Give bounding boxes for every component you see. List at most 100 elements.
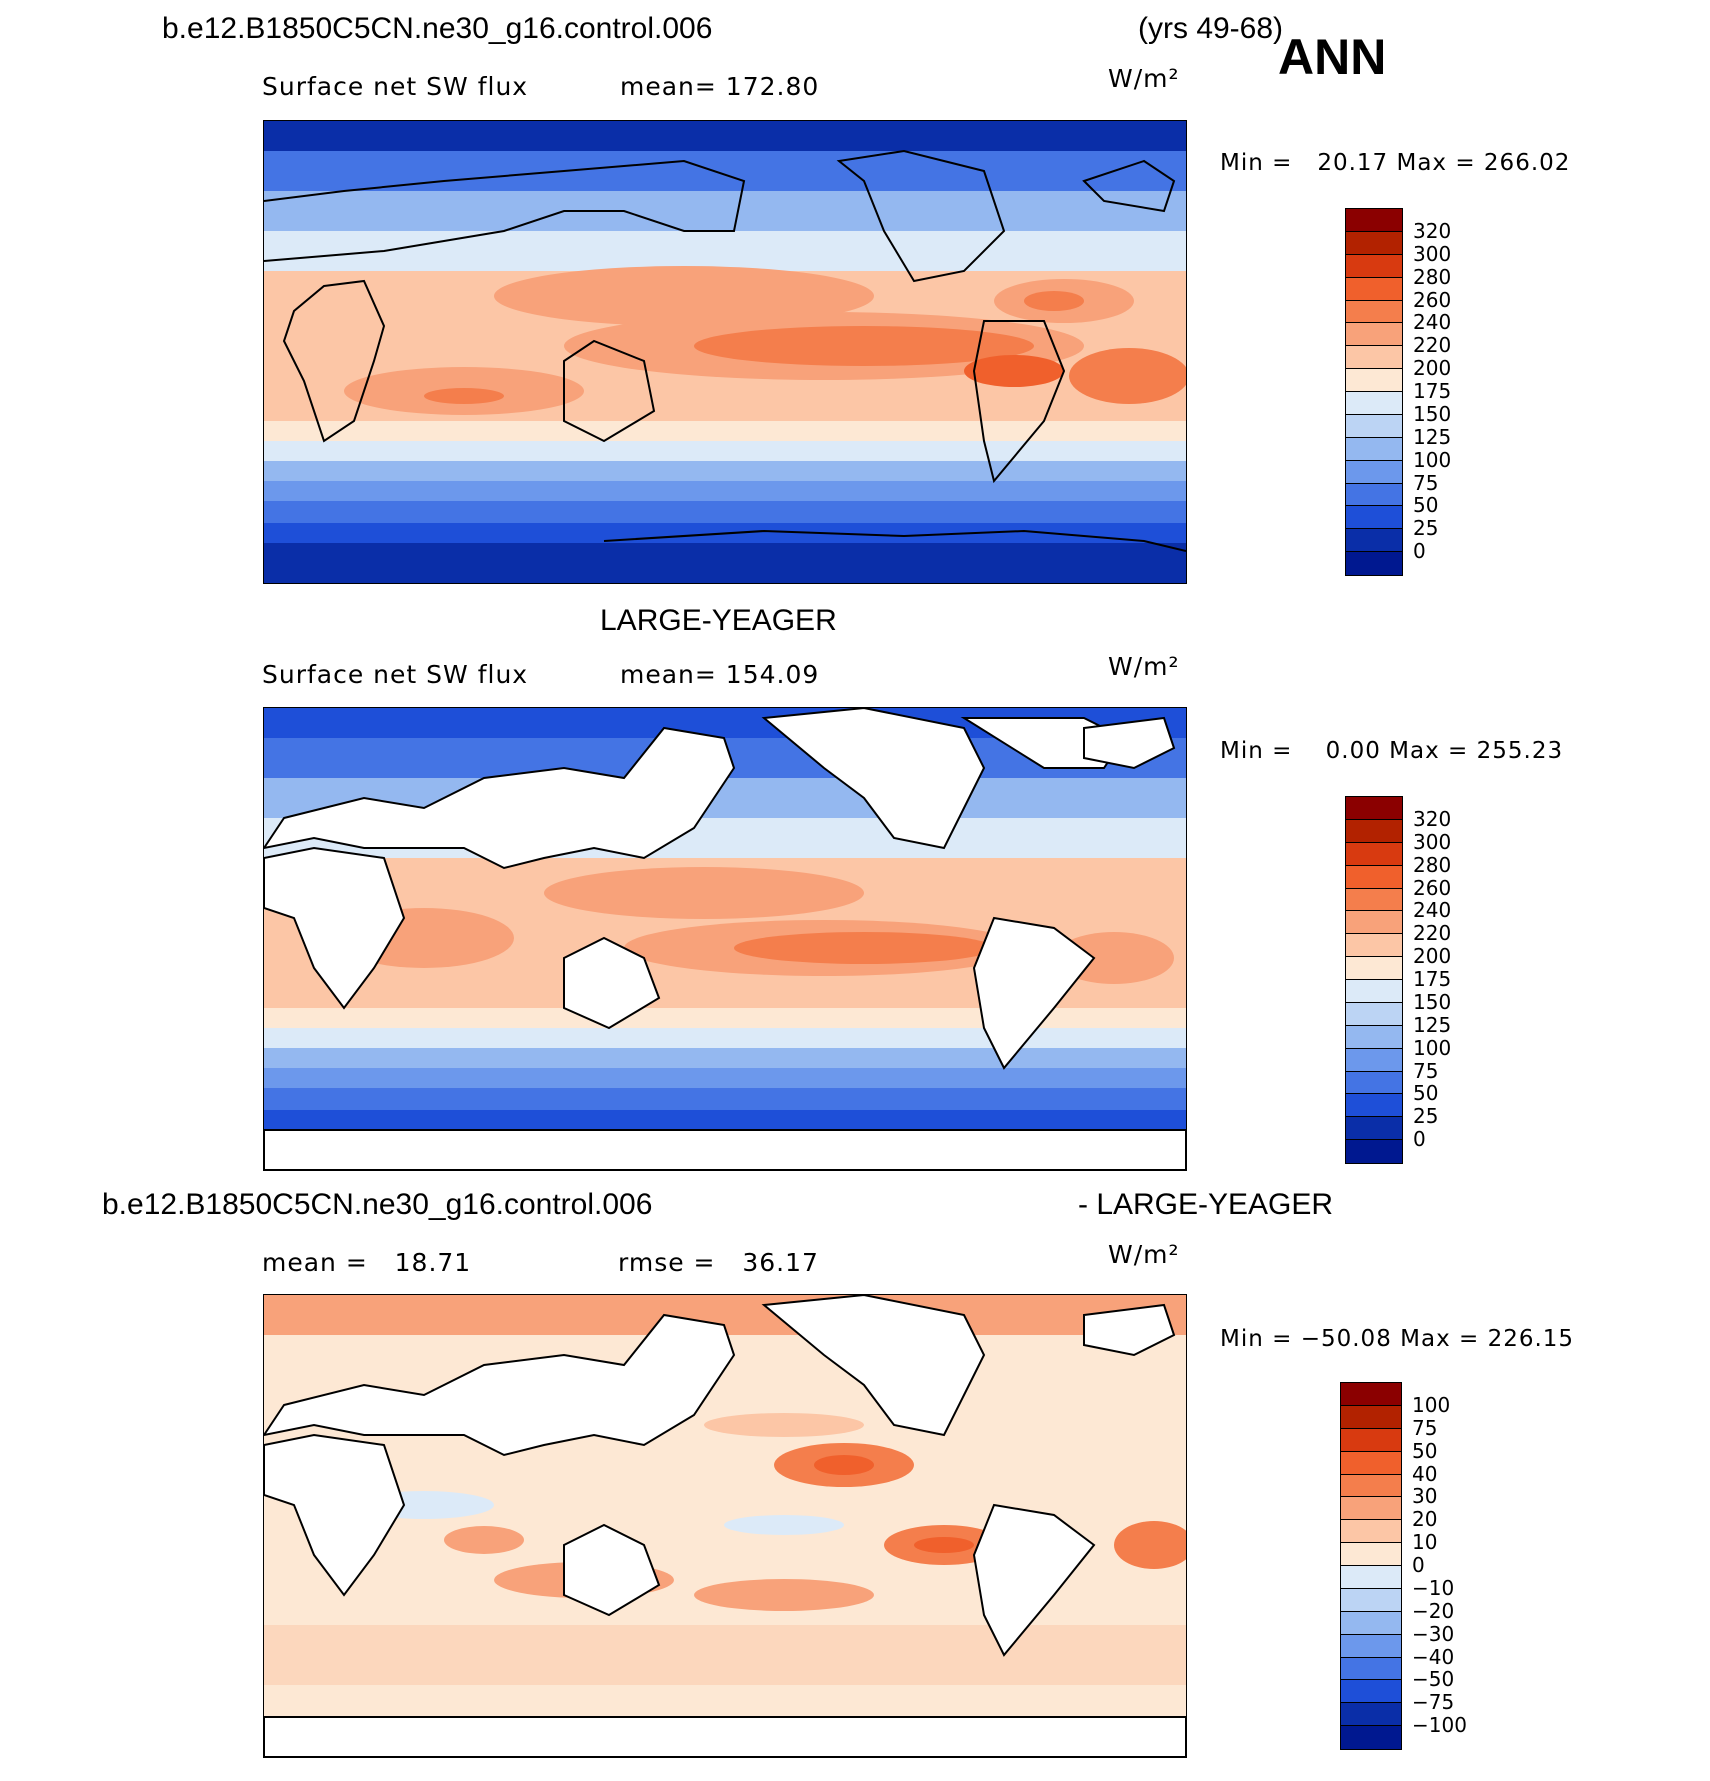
panel2-mean: mean= 154.09: [620, 660, 820, 689]
colorbar-label: 50: [1413, 1081, 1439, 1106]
map-obs-svg: [264, 708, 1186, 1170]
colorbar-label: 0: [1413, 539, 1426, 564]
colorbar-label: 260: [1413, 287, 1452, 312]
map-panel-model: [263, 120, 1187, 584]
colorbar-label: 75: [1413, 1058, 1439, 1083]
colorbar-segment: [1346, 1048, 1402, 1072]
colorbar-segment: [1346, 1002, 1402, 1026]
colorbar-label: 300: [1413, 829, 1452, 854]
panel2-units: W/m²: [1108, 652, 1180, 681]
colorbar-label: −30: [1412, 1621, 1455, 1646]
colorbar-segment: [1341, 1543, 1401, 1566]
panel1-field-label: Surface net SW flux: [262, 72, 529, 101]
colorbar-segment: [1341, 1588, 1401, 1612]
colorbar-obs-box: [1345, 796, 1403, 1164]
colorbar-label: 280: [1413, 852, 1452, 877]
colorbar-segment: [1341, 1726, 1401, 1749]
colorbar-segment: [1341, 1634, 1401, 1658]
panel3-units: W/m²: [1108, 1240, 1180, 1269]
years-label: (yrs 49-68): [1138, 12, 1284, 45]
colorbar-label: 280: [1413, 264, 1452, 289]
colorbar-segment: [1341, 1428, 1401, 1452]
colorbar-label: 175: [1413, 967, 1452, 991]
panel3-mean: mean = 18.71: [262, 1248, 472, 1277]
colorbar-label: 150: [1413, 401, 1452, 426]
colorbar-diff-box: [1340, 1382, 1402, 1750]
colorbar-diff: 100 75 50 40 30 20 10 0 −10 −20 −30 −40 −50 −75 −100: [1340, 1382, 1467, 1750]
colorbar-label: 50: [1412, 1438, 1438, 1463]
colorbar-obs: 320 300 280 260 240 220 200 175 150 125 100 75 50 25 0: [1345, 796, 1451, 1164]
colorbar-label: −40: [1412, 1644, 1455, 1669]
colorbar-segment: [1346, 1094, 1402, 1118]
panel3-minmax: Min = −50.08 Max = 226.15: [1220, 1326, 1575, 1352]
colorbar-segment: [1341, 1566, 1401, 1589]
colorbar-segment: [1346, 819, 1402, 843]
colorbar-segment: [1341, 1383, 1401, 1406]
colorbar-segment: [1346, 865, 1402, 889]
colorbar-segment: [1341, 1611, 1401, 1635]
map-panel-obs: [263, 707, 1187, 1171]
colorbar-segment: [1346, 414, 1402, 438]
colorbar-label: 100: [1413, 1035, 1452, 1060]
panel3-title-right: - LARGE-YEAGER: [1078, 1188, 1334, 1221]
colorbar-label: 30: [1412, 1484, 1438, 1509]
panel3-title-left: b.e12.B1850C5CN.ne30_g16.control.006: [102, 1188, 653, 1221]
colorbar-segment: [1346, 529, 1402, 553]
colorbar-label: 20: [1412, 1507, 1438, 1532]
colorbar-segment: [1346, 300, 1402, 324]
colorbar-label: 260: [1413, 875, 1452, 900]
colorbar-label: 220: [1413, 333, 1452, 358]
colorbar-label: 100: [1413, 447, 1452, 472]
colorbar-label: 25: [1413, 1104, 1439, 1129]
colorbar-segment: [1346, 842, 1402, 866]
colorbar-label: 320: [1413, 806, 1452, 831]
colorbar-segment: [1346, 1140, 1402, 1163]
colorbar-label: 150: [1413, 989, 1452, 1014]
colorbar-segment: [1346, 369, 1402, 392]
colorbar-label: 200: [1413, 356, 1452, 381]
colorbar-segment: [1346, 888, 1402, 912]
map-panel-diff: [263, 1294, 1187, 1758]
colorbar-label: 320: [1413, 218, 1452, 243]
panel3-rmse: rmse = 36.17: [618, 1248, 819, 1277]
map-model-svg: [264, 121, 1186, 583]
colorbar-label: 200: [1413, 944, 1452, 969]
colorbar-label: 75: [1413, 470, 1439, 495]
colorbar-segment: [1346, 1025, 1402, 1049]
panel1-units: W/m²: [1108, 64, 1180, 93]
colorbar-label: −20: [1412, 1598, 1455, 1623]
colorbar-label: 175: [1413, 379, 1452, 403]
colorbar-segment: [1346, 552, 1402, 575]
colorbar-segment: [1341, 1474, 1401, 1498]
colorbar-segment: [1341, 1497, 1401, 1521]
colorbar-segment: [1346, 957, 1402, 980]
colorbar-segment: [1341, 1520, 1401, 1544]
colorbar-segment: [1346, 254, 1402, 278]
panel2-field-label: Surface net SW flux: [262, 660, 529, 689]
colorbar-segment: [1341, 1657, 1401, 1681]
colorbar-label: 75: [1412, 1415, 1438, 1440]
colorbar-label: −50: [1412, 1667, 1455, 1692]
colorbar-model-box: [1345, 208, 1403, 576]
colorbar-segment: [1346, 392, 1402, 415]
colorbar-segment: [1346, 911, 1402, 935]
colorbar-label: 240: [1413, 898, 1452, 923]
colorbar-segment: [1341, 1680, 1401, 1704]
colorbar-segment: [1346, 934, 1402, 958]
panel1-minmax: Min = 20.17 Max = 266.02: [1220, 150, 1571, 176]
colorbar-label: −100: [1412, 1713, 1467, 1738]
colorbar-label: 50: [1413, 493, 1439, 518]
colorbar-label: 0: [1413, 1127, 1426, 1152]
colorbar-segment: [1346, 980, 1402, 1003]
colorbar-segment: [1346, 1117, 1402, 1141]
colorbar-model: 320 300 280 260 240 220 200 175 150 125 100 75 50 25 0: [1345, 208, 1451, 576]
colorbar-label: 25: [1413, 516, 1439, 541]
colorbar-label: 40: [1412, 1461, 1438, 1486]
panel1-mean: mean= 172.80: [620, 72, 820, 101]
colorbar-segment: [1346, 1071, 1402, 1095]
colorbar-label: 300: [1413, 241, 1452, 266]
colorbar-segment: [1346, 483, 1402, 507]
map-diff-svg: [264, 1295, 1186, 1757]
colorbar-segment: [1346, 209, 1402, 232]
case-name-title: b.e12.B1850C5CN.ne30_g16.control.006: [162, 12, 713, 45]
